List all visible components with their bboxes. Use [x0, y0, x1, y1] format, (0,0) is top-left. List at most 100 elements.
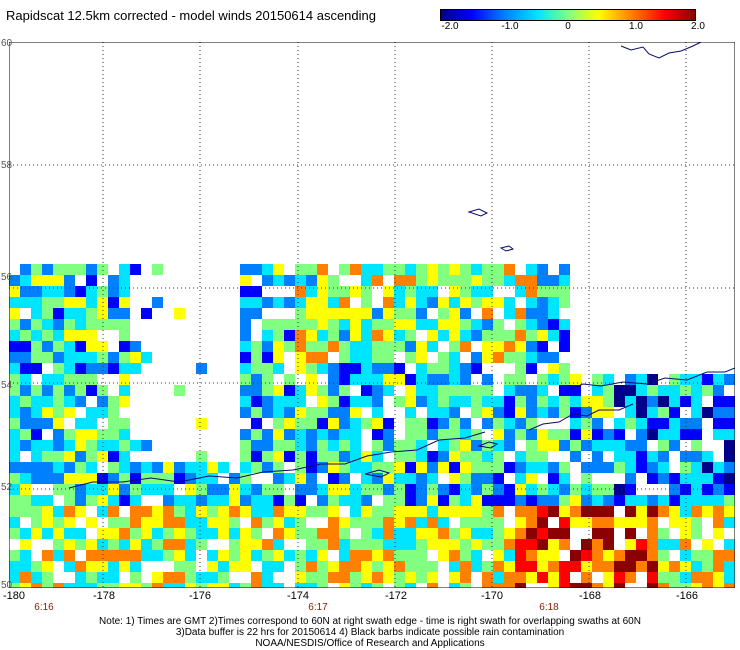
wind-cell: [702, 561, 713, 572]
wind-cell: [328, 286, 339, 297]
wind-cell: [416, 341, 427, 352]
wind-cell: [108, 363, 119, 374]
wind-cell: [9, 451, 20, 462]
wind-cell: [504, 385, 515, 396]
wind-cell: [416, 572, 427, 583]
wind-cell: [207, 583, 218, 588]
wind-cell: [537, 506, 548, 517]
wind-cell: [262, 440, 273, 451]
wind-cell: [537, 528, 548, 539]
wind-cell: [394, 473, 405, 484]
wind-cell: [295, 396, 306, 407]
wind-cell: [537, 374, 548, 385]
wind-cell: [680, 528, 691, 539]
wind-cell: [647, 517, 658, 528]
wind-cell: [482, 561, 493, 572]
wind-cell: [284, 275, 295, 286]
wind-cell: [251, 407, 262, 418]
wind-cell: [196, 583, 207, 588]
wind-cell: [636, 374, 647, 385]
wind-cell: [504, 341, 515, 352]
wind-cell: [625, 418, 636, 429]
wind-cell: [680, 451, 691, 462]
wind-cell: [174, 528, 185, 539]
wind-cell: [559, 484, 570, 495]
wind-cell: [42, 451, 53, 462]
wind-cell: [163, 517, 174, 528]
wind-cell: [42, 528, 53, 539]
wind-cell: [405, 352, 416, 363]
wind-cell: [570, 407, 581, 418]
wind-cell: [163, 572, 174, 583]
wind-cell: [185, 550, 196, 561]
wind-cell: [570, 396, 581, 407]
wind-cell: [515, 517, 526, 528]
wind-cell: [185, 528, 196, 539]
wind-cell: [460, 561, 471, 572]
wind-cell: [240, 539, 251, 550]
wind-cell: [669, 396, 680, 407]
latitude-label: 54: [1, 380, 13, 391]
wind-cell: [273, 440, 284, 451]
wind-cell: [548, 572, 559, 583]
wind-cell: [141, 583, 152, 588]
wind-cell: [493, 484, 504, 495]
wind-cell: [460, 308, 471, 319]
wind-cell: [581, 418, 592, 429]
wind-cell: [361, 363, 372, 374]
wind-cell: [603, 583, 614, 588]
wind-cell: [317, 407, 328, 418]
wind-cell: [262, 572, 273, 583]
wind-cell: [53, 286, 64, 297]
wind-cell: [295, 286, 306, 297]
wind-cell: [31, 264, 42, 275]
wind-cell: [581, 539, 592, 550]
wind-cell: [636, 495, 647, 506]
wind-cell: [394, 572, 405, 583]
wind-cell: [416, 462, 427, 473]
wind-cell: [207, 462, 218, 473]
wind-cell: [493, 539, 504, 550]
wind-cell: [383, 385, 394, 396]
wind-cell: [361, 297, 372, 308]
wind-cell: [262, 396, 273, 407]
wind-cell: [328, 385, 339, 396]
wind-cell: [317, 363, 328, 374]
wind-cell: [691, 429, 702, 440]
wind-cell: [559, 462, 570, 473]
wind-cell: [163, 583, 174, 588]
wind-cell: [515, 495, 526, 506]
wind-cell: [647, 396, 658, 407]
wind-cell: [9, 385, 20, 396]
wind-cell: [42, 561, 53, 572]
wind-cell: [405, 539, 416, 550]
wind-cell: [658, 539, 669, 550]
wind-cell: [691, 583, 702, 588]
wind-cell: [108, 506, 119, 517]
wind-cell: [570, 550, 581, 561]
wind-cell: [229, 539, 240, 550]
wind-cell: [350, 330, 361, 341]
wind-cell: [526, 319, 537, 330]
wind-cell: [75, 319, 86, 330]
wind-cell: [295, 429, 306, 440]
wind-cell: [97, 352, 108, 363]
wind-cell: [493, 319, 504, 330]
wind-cell: [405, 495, 416, 506]
wind-cell: [328, 561, 339, 572]
wind-cell: [295, 550, 306, 561]
wind-cell: [405, 396, 416, 407]
wind-cell: [284, 297, 295, 308]
time-label: 6:18: [539, 602, 559, 613]
wind-cell: [42, 473, 53, 484]
wind-cell: [603, 440, 614, 451]
wind-cell: [251, 308, 262, 319]
wind-cell: [394, 528, 405, 539]
wind-cell: [394, 374, 405, 385]
wind-cell: [295, 528, 306, 539]
wind-cell: [163, 550, 174, 561]
wind-cell: [273, 319, 284, 330]
wind-cell: [339, 352, 350, 363]
wind-cell: [31, 308, 42, 319]
wind-cell: [75, 451, 86, 462]
